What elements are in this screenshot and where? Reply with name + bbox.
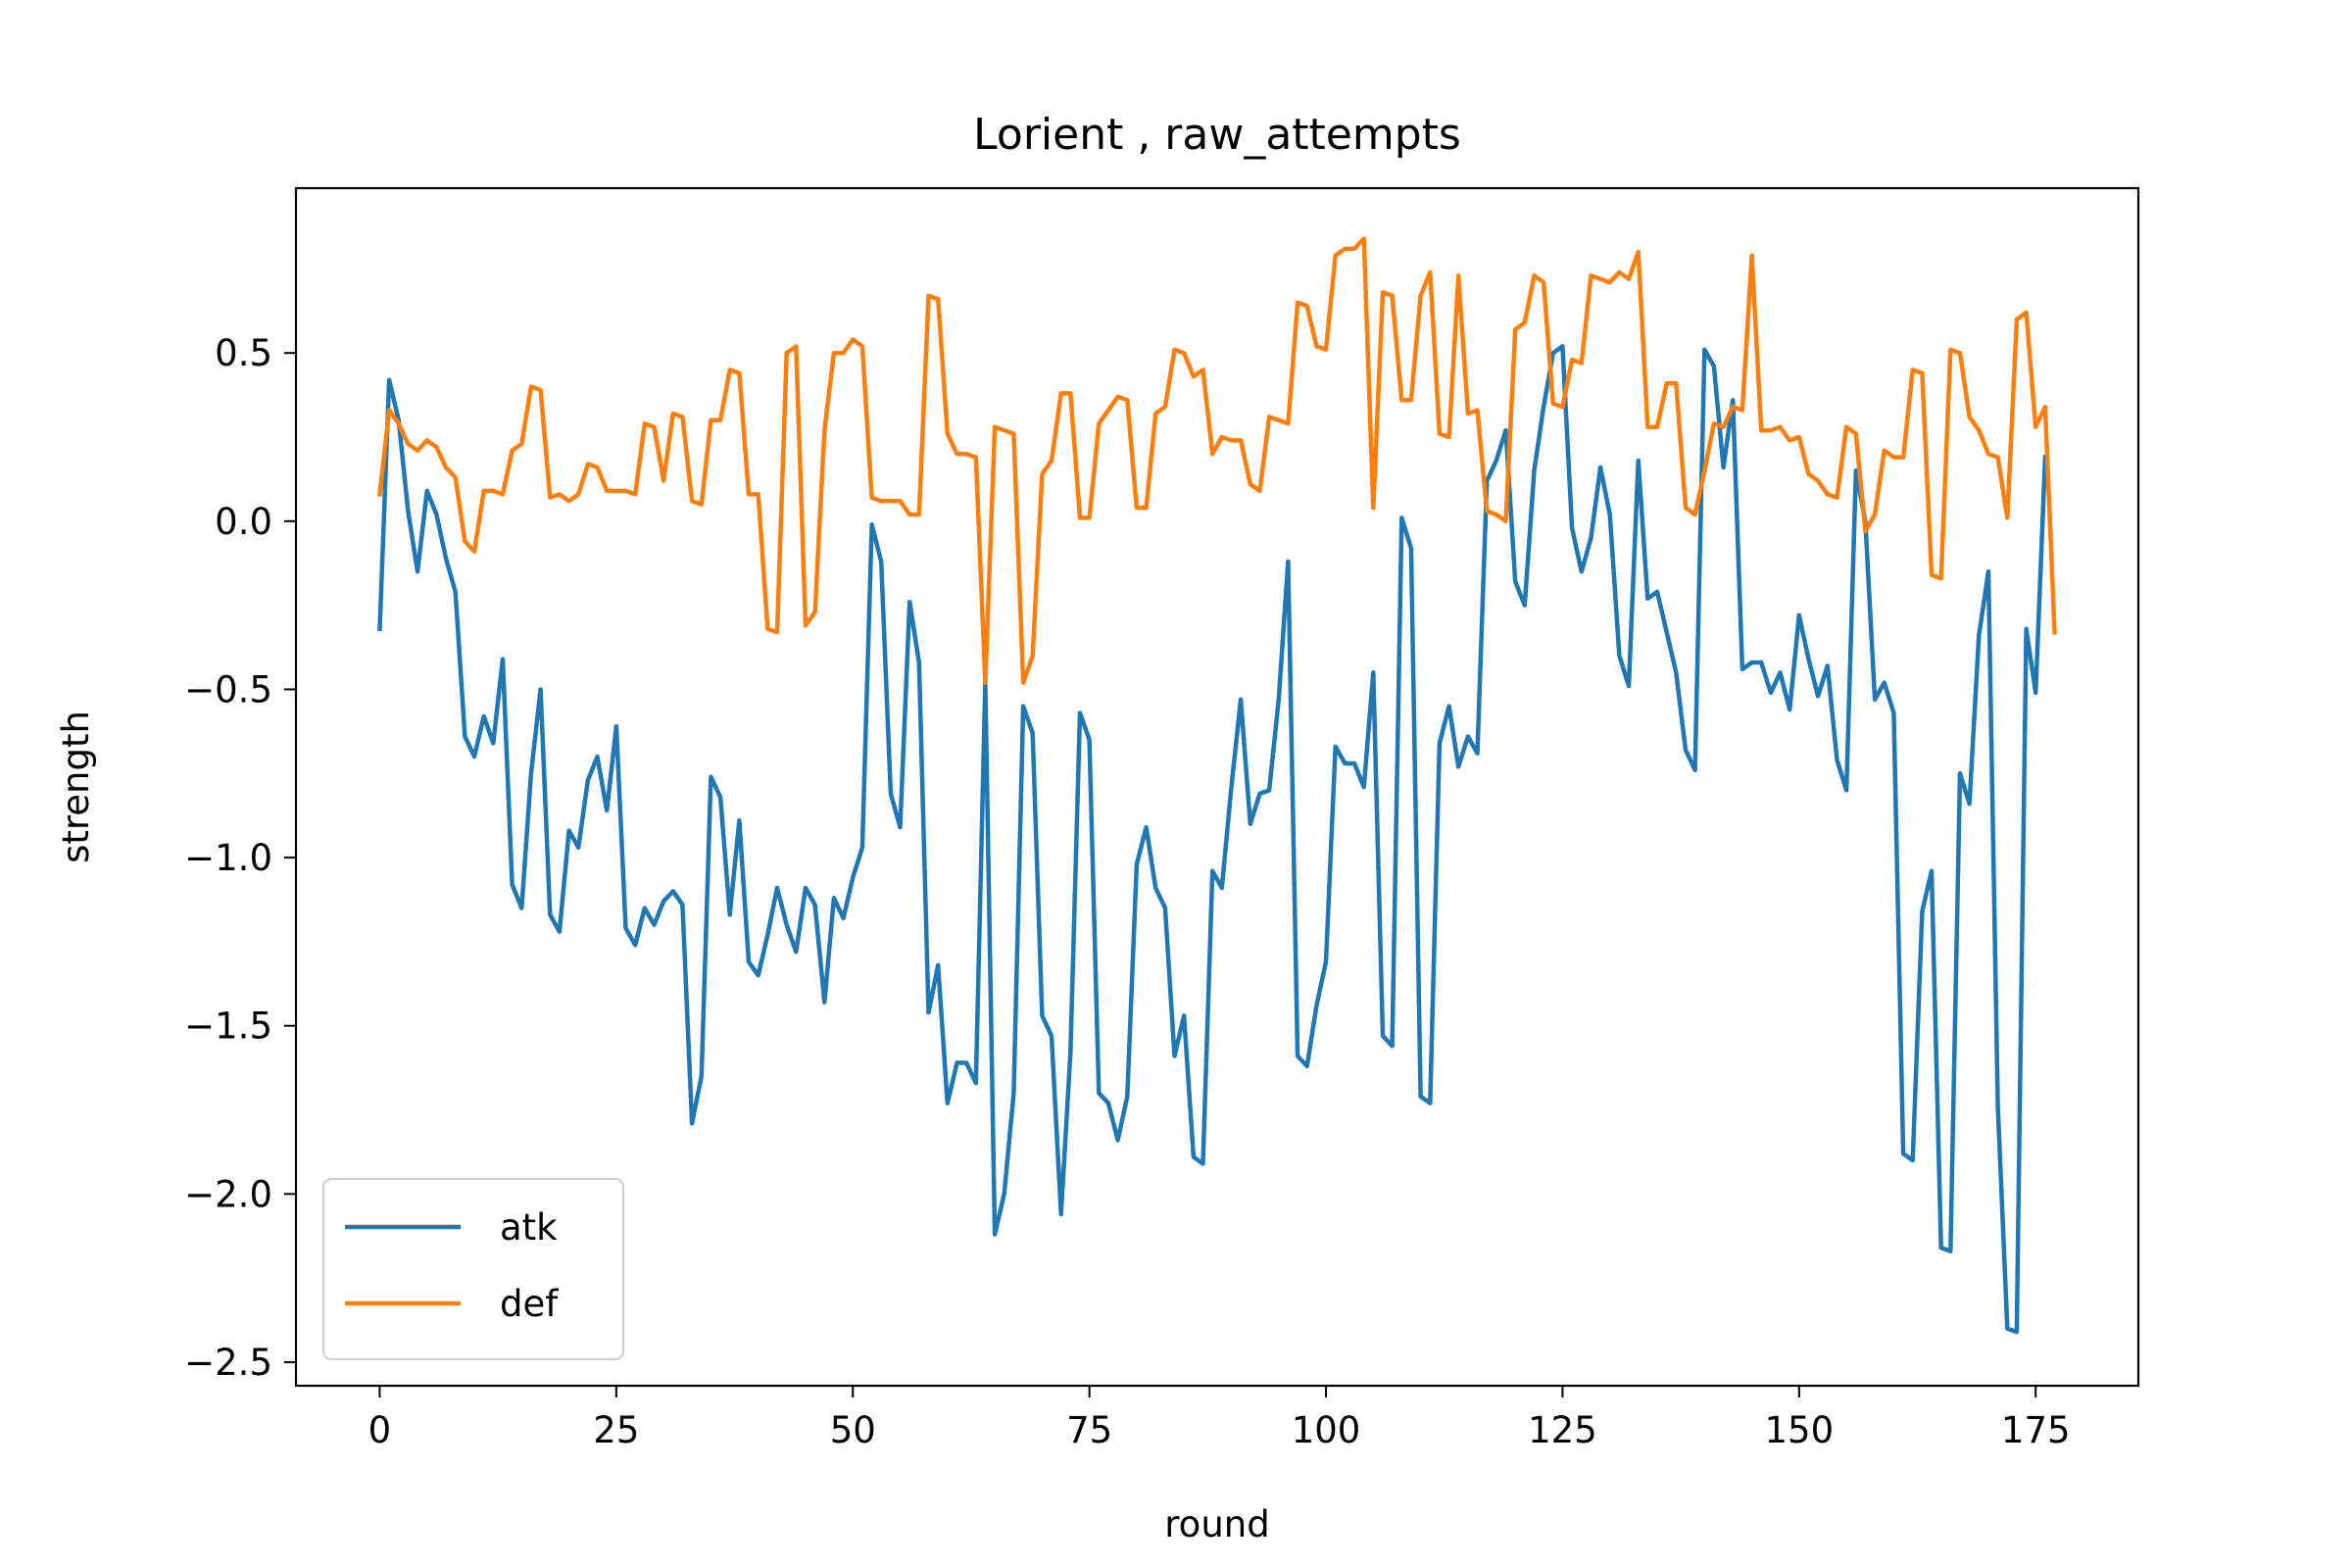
y-tick-label: −2.0 xyxy=(184,1173,272,1215)
y-axis-ticks: 0.5 0.0 −0.5 −1.0 −1.5 −2.0 −2.5 xyxy=(184,332,296,1384)
series-line-atk xyxy=(377,344,2048,1335)
x-tick-label: 75 xyxy=(1066,1409,1112,1451)
x-tick-label: 125 xyxy=(1528,1409,1597,1451)
x-tick-label: 150 xyxy=(1765,1409,1835,1451)
x-tick-label: 25 xyxy=(593,1409,639,1451)
y-tick-label: −2.5 xyxy=(184,1342,272,1384)
legend-label-def: def xyxy=(500,1283,559,1325)
x-tick-label: 175 xyxy=(2001,1409,2071,1451)
chart-title: Lorient , raw_attempts xyxy=(973,110,1461,160)
plot-area xyxy=(294,186,2140,1388)
y-tick-label: −1.5 xyxy=(184,1005,272,1048)
series-line-def xyxy=(377,236,2057,685)
legend: atk def xyxy=(322,1178,624,1360)
x-tick-label: 100 xyxy=(1292,1409,1361,1451)
legend-box xyxy=(322,1178,624,1360)
y-tick-label: −0.5 xyxy=(184,668,272,710)
x-tick-label: 50 xyxy=(830,1409,876,1451)
y-axis-label: strength xyxy=(55,710,97,863)
y-tick-label: −1.0 xyxy=(184,837,272,879)
x-axis-label: round xyxy=(1164,1503,1269,1545)
x-axis-ticks: 0 25 50 75 100 125 150 175 xyxy=(368,1386,2071,1451)
axes-frame xyxy=(294,186,2140,1388)
series-layer xyxy=(377,236,2057,1335)
legend-label-atk: atk xyxy=(500,1206,558,1249)
y-tick-label: 0.5 xyxy=(215,332,272,374)
y-tick-label: 0.0 xyxy=(215,501,272,543)
x-tick-label: 0 xyxy=(368,1409,392,1451)
